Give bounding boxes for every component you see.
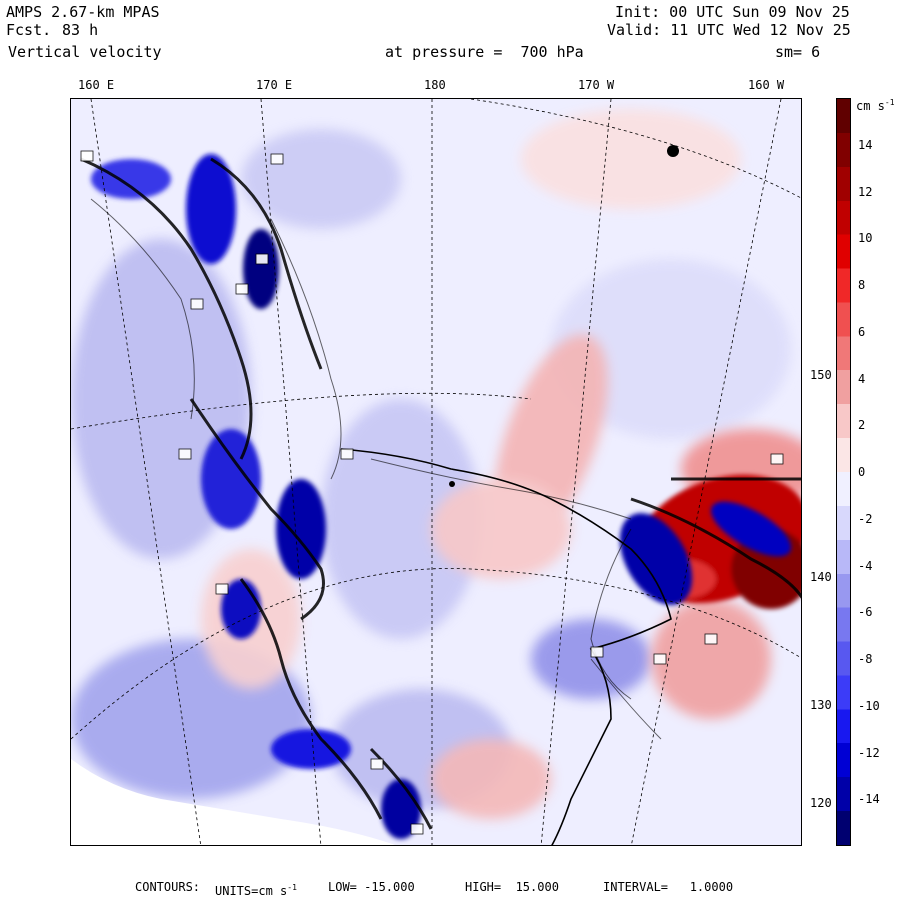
colorbar-tick-label: 14 <box>858 137 873 152</box>
colorbar-tick-label: -6 <box>858 605 873 620</box>
lon-label-170w: 170 W <box>578 78 615 92</box>
colorbar-tick-label: -8 <box>858 652 873 666</box>
colorbar <box>836 98 851 846</box>
colorbar-tick-label: -2 <box>858 511 873 526</box>
valid-time: Valid: 11 UTC Wed 12 Nov 25 <box>607 21 851 39</box>
lon-label-160e: 160 E <box>78 78 115 92</box>
colorbar-tick-label: -4 <box>858 558 873 573</box>
colorbar-tick-label: 0 <box>858 465 866 479</box>
colorbar-tick-label: 2 <box>858 418 866 433</box>
lon-label-170e: 170 E <box>256 78 293 92</box>
colorbar-tick-label: 10 <box>858 231 873 246</box>
colorbar-tick-label: 6 <box>858 324 866 339</box>
footer-high: HIGH= 15.000 <box>465 880 559 894</box>
vertical-velocity-map <box>70 98 802 846</box>
colorbar-tick-label: 12 <box>858 184 873 199</box>
pressure-level: at pressure = 700 hPa <box>385 43 584 61</box>
footer-units: UNITS=cm s-1 <box>215 883 297 898</box>
colorbar-tick-label: -14 <box>858 792 880 807</box>
lon-label-160w: 160 W <box>748 78 785 92</box>
smoothing-value: sm= 6 <box>775 43 821 61</box>
colorbar-tick-label: -10 <box>858 698 880 713</box>
footer-contours-label: CONTOURS: <box>135 880 201 894</box>
init-time: Init: 00 UTC Sun 09 Nov 25 <box>615 3 850 21</box>
colorbar-units: cm s-1 <box>856 98 895 113</box>
field-name: Vertical velocity <box>8 43 162 61</box>
station-marker <box>667 145 679 157</box>
model-title: AMPS 2.67-km MPAS <box>6 3 160 21</box>
footer-low: LOW= -15.000 <box>328 880 415 894</box>
forecast-label: Fcst. <box>6 21 52 39</box>
footer-interval: INTERVAL= 1.0000 <box>603 880 734 894</box>
colorbar-tick-label: 8 <box>858 278 866 292</box>
colorbar-tick-label: -12 <box>858 745 880 760</box>
colorbar-tick-label: 4 <box>858 371 866 386</box>
lon-label-180: 180 <box>424 78 446 92</box>
coastline <box>340 448 672 845</box>
map-field <box>71 99 801 845</box>
forecast-hours: 83 h <box>62 21 99 39</box>
